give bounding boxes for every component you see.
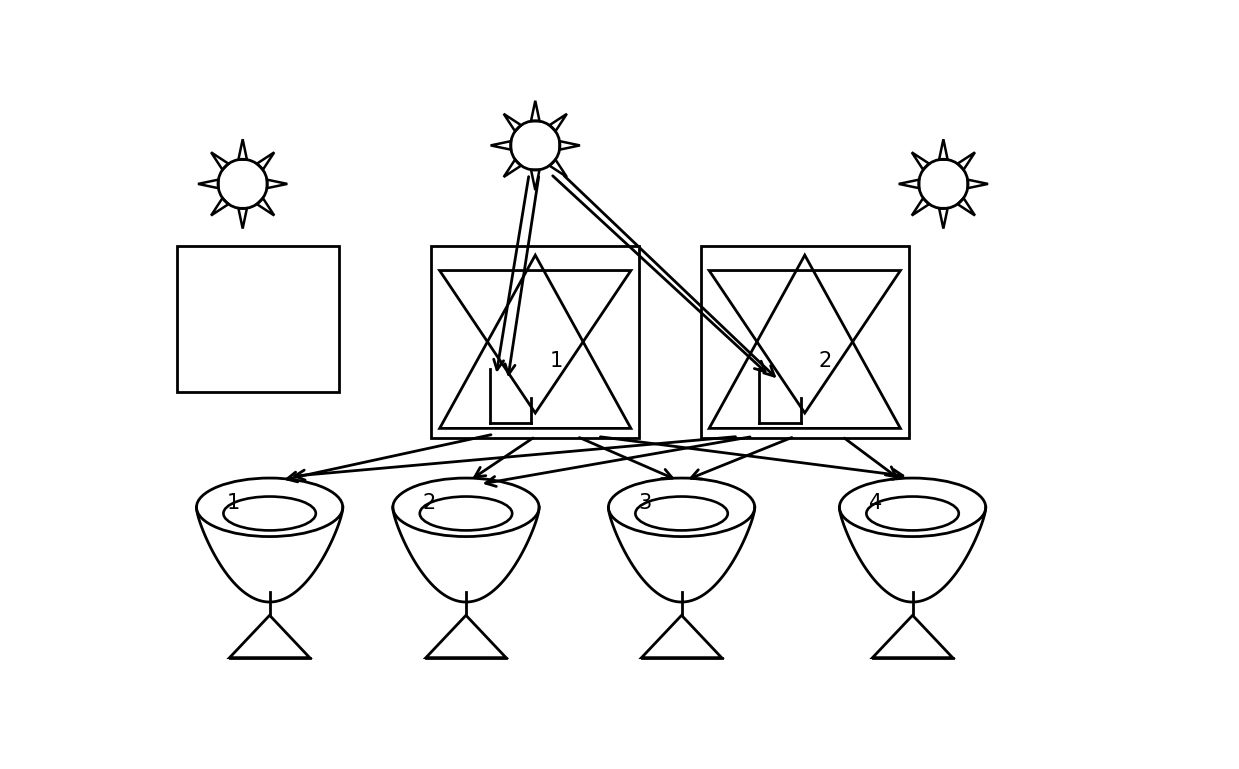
Text: 4: 4 [870,494,882,514]
Text: 1: 1 [227,494,239,514]
Text: 3: 3 [638,494,652,514]
Bar [431,245,639,438]
Bar [177,245,339,392]
Bar [701,245,908,438]
Text: 1: 1 [549,351,563,371]
Text: 2: 2 [819,351,833,371]
Text: 2: 2 [422,494,436,514]
